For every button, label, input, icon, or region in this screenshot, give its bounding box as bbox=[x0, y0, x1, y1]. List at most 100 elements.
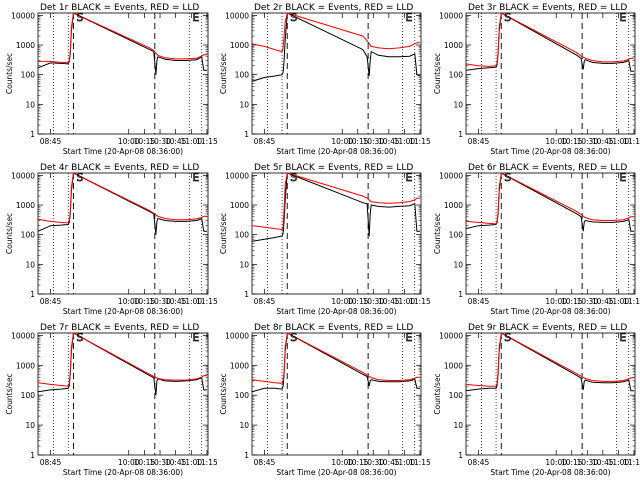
x-tick-label: 10:45 bbox=[378, 297, 400, 306]
x-tick-label: 11:15 bbox=[623, 297, 640, 306]
annotation-end-marker: E bbox=[192, 171, 199, 184]
y-axis-label: Counts/sec bbox=[433, 213, 442, 254]
x-tick-label: 10:15 bbox=[134, 458, 156, 467]
y-axis-label: Counts/sec bbox=[433, 373, 442, 414]
series-group bbox=[466, 333, 634, 392]
x-tick-label: 10:45 bbox=[592, 458, 614, 467]
plot-frame bbox=[37, 172, 209, 295]
annotation-start-marker: S bbox=[76, 11, 83, 24]
x-tick-label: 10:00 bbox=[545, 458, 567, 467]
annotation-end-marker: E bbox=[405, 331, 412, 344]
plot-title: Det 2r BLACK = Events, RED = LLD bbox=[254, 3, 413, 13]
y-tick-label: 100 bbox=[21, 231, 36, 240]
x-tick-label: 10:30 bbox=[149, 458, 171, 467]
x-tick-label: 10:30 bbox=[149, 297, 171, 306]
y-axis-label: Counts/sec bbox=[5, 53, 14, 94]
y-tick-label: 1000 bbox=[230, 361, 249, 370]
plot-panel-4: Det 4r BLACK = Events, RED = LLD 1 10 100 10… bbox=[5, 163, 218, 316]
series-line-black bbox=[38, 173, 207, 235]
y-tick-label: 1 bbox=[244, 451, 249, 460]
series-line-black bbox=[466, 333, 634, 392]
y-tick-label: 10 bbox=[239, 421, 249, 430]
x-tick-label: 08:45 bbox=[468, 137, 490, 146]
y-tick-label: 1000 bbox=[16, 361, 35, 370]
x-axis-label: Start Time (20-Apr-08 08:36:00) bbox=[63, 147, 183, 156]
plot-panel-9: Det 9r BLACK = Events, RED = LLD 1 10 100 10… bbox=[433, 323, 640, 477]
annotation-start-marker: S bbox=[76, 171, 83, 184]
plot-title: Det 9r BLACK = Events, RED = LLD bbox=[468, 323, 627, 333]
y-tick-label: 10 bbox=[25, 260, 35, 269]
x-tick-label: 10:00 bbox=[118, 137, 140, 146]
y-tick-label: 100 bbox=[449, 71, 464, 80]
series-group bbox=[38, 13, 207, 75]
y-tick-label: 10000 bbox=[225, 11, 249, 20]
series-group bbox=[252, 173, 420, 242]
y-tick-label: 1000 bbox=[16, 41, 35, 50]
plot-panel-2: Det 2r BLACK = Events, RED = LLD 1 10 100 10… bbox=[219, 3, 431, 156]
y-tick-label: 10000 bbox=[225, 171, 249, 180]
plot-frame bbox=[251, 332, 422, 456]
annotation-end-marker: E bbox=[405, 11, 412, 24]
x-tick-label: 11:00 bbox=[181, 137, 203, 146]
x-tick-label: 11:15 bbox=[196, 458, 218, 467]
x-tick-label: 08:45 bbox=[254, 458, 276, 467]
series-line-black bbox=[38, 13, 207, 75]
series-line-red bbox=[38, 13, 207, 63]
y-tick-label: 1 bbox=[458, 130, 463, 139]
x-tick-label: 11:00 bbox=[608, 137, 630, 146]
series-group bbox=[252, 333, 420, 393]
x-tick-label: 10:45 bbox=[378, 458, 400, 467]
x-tick-label: 11:00 bbox=[394, 458, 416, 467]
annotation-end-marker: E bbox=[192, 11, 199, 24]
x-tick-label: 11:00 bbox=[608, 297, 630, 306]
x-tick-label: 10:30 bbox=[362, 137, 384, 146]
x-tick-label: 11:15 bbox=[623, 137, 640, 146]
y-tick-label: 1 bbox=[30, 451, 35, 460]
plot-title: Det 5r BLACK = Events, RED = LLD bbox=[254, 163, 413, 173]
y-tick-label: 10000 bbox=[439, 171, 463, 180]
y-tick-label: 10 bbox=[25, 421, 35, 430]
x-tick-label: 08:45 bbox=[468, 458, 490, 467]
y-tick-label: 100 bbox=[449, 391, 464, 400]
x-axis-label: Start Time (20-Apr-08 08:36:00) bbox=[63, 307, 183, 316]
x-axis-label: Start Time (20-Apr-08 08:36:00) bbox=[63, 468, 183, 477]
x-tick-label: 10:15 bbox=[134, 297, 156, 306]
x-tick-label: 10:00 bbox=[331, 137, 353, 146]
y-tick-label: 1 bbox=[30, 130, 35, 139]
plot-frame bbox=[465, 12, 636, 135]
plot-title: Det 4r BLACK = Events, RED = LLD bbox=[40, 163, 199, 173]
y-axis-label: Counts/sec bbox=[219, 213, 228, 254]
y-tick-label: 1 bbox=[244, 290, 249, 299]
plot-frame bbox=[465, 172, 636, 295]
y-tick-label: 1 bbox=[244, 130, 249, 139]
x-tick-label: 10:45 bbox=[165, 137, 187, 146]
x-tick-label: 10:15 bbox=[561, 458, 583, 467]
y-axis-label: Counts/sec bbox=[433, 53, 442, 94]
x-tick-label: 10:45 bbox=[165, 458, 187, 467]
y-tick-label: 10000 bbox=[11, 171, 35, 180]
x-tick-label: 10:00 bbox=[331, 458, 353, 467]
series-group bbox=[466, 173, 634, 232]
y-tick-label: 10000 bbox=[11, 331, 35, 340]
x-tick-label: 10:30 bbox=[576, 458, 598, 467]
y-tick-label: 10000 bbox=[439, 11, 463, 20]
x-tick-label: 11:15 bbox=[409, 458, 431, 467]
x-tick-label: 10:30 bbox=[362, 458, 384, 467]
y-tick-label: 10 bbox=[453, 260, 463, 269]
x-tick-label: 10:45 bbox=[592, 297, 614, 306]
y-axis-label: Counts/sec bbox=[219, 53, 228, 94]
x-tick-label: 10:00 bbox=[331, 297, 353, 306]
x-tick-label: 11:15 bbox=[196, 137, 218, 146]
x-tick-label: 10:00 bbox=[545, 137, 567, 146]
series-group bbox=[38, 173, 207, 235]
x-tick-label: 10:15 bbox=[561, 137, 583, 146]
x-tick-label: 10:00 bbox=[118, 297, 140, 306]
x-tick-label: 10:00 bbox=[545, 297, 567, 306]
x-tick-label: 10:15 bbox=[347, 458, 369, 467]
series-line-red bbox=[466, 173, 634, 225]
x-tick-label: 11:15 bbox=[623, 458, 640, 467]
y-tick-label: 10 bbox=[453, 421, 463, 430]
x-tick-label: 08:45 bbox=[468, 297, 490, 306]
plot-frame bbox=[251, 172, 422, 295]
